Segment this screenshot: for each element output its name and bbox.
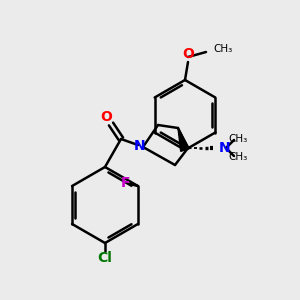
Text: Cl: Cl <box>98 251 112 265</box>
Text: N: N <box>134 139 146 153</box>
Text: O: O <box>100 110 112 124</box>
Text: CH₃: CH₃ <box>228 134 247 144</box>
Text: CH₃: CH₃ <box>213 44 232 54</box>
Text: CH₃: CH₃ <box>228 152 247 162</box>
Polygon shape <box>178 128 189 152</box>
Text: N: N <box>219 141 231 155</box>
Text: O: O <box>182 47 194 61</box>
Text: F: F <box>121 176 131 190</box>
